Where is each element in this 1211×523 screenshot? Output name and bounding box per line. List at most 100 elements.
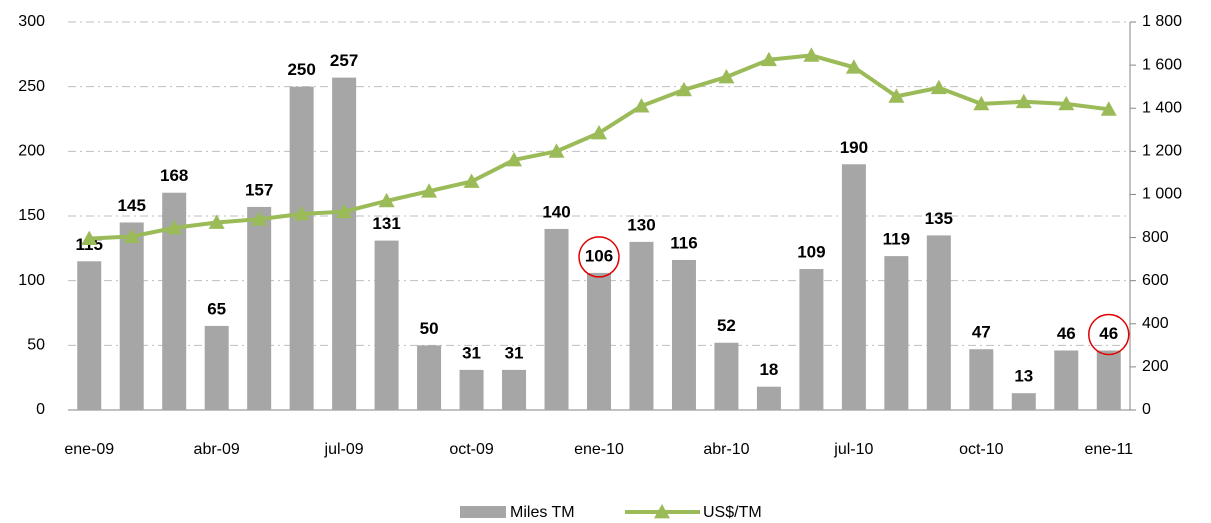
data-label: 190 bbox=[840, 138, 868, 157]
x-tick-label: oct-09 bbox=[449, 441, 494, 458]
data-label: 168 bbox=[160, 166, 188, 185]
data-label: 116 bbox=[670, 233, 697, 252]
data-label: 31 bbox=[462, 343, 481, 362]
data-label: 157 bbox=[245, 180, 273, 199]
data-label: 135 bbox=[925, 209, 953, 228]
y2-tick-label: 0 bbox=[1142, 401, 1151, 418]
data-label: 46 bbox=[1057, 324, 1076, 343]
y2-tick-label: 1 800 bbox=[1142, 13, 1182, 30]
bar bbox=[1054, 350, 1079, 410]
line-marker bbox=[1015, 93, 1032, 109]
line-marker bbox=[123, 228, 140, 243]
line-marker bbox=[591, 125, 607, 140]
line-marker bbox=[548, 143, 565, 158]
bar bbox=[714, 342, 739, 410]
highlight-circle bbox=[1088, 313, 1130, 356]
line-marker bbox=[1100, 101, 1117, 116]
bar bbox=[756, 386, 781, 410]
data-label: 52 bbox=[717, 316, 736, 335]
data-label: 13 bbox=[1014, 367, 1033, 386]
x-tick-label: abr-09 bbox=[194, 441, 240, 458]
bar bbox=[417, 345, 442, 410]
bar bbox=[289, 86, 314, 411]
y2-tick-label: 800 bbox=[1142, 229, 1169, 246]
legend-marker bbox=[654, 504, 670, 519]
legend-label: US$/TM bbox=[703, 504, 762, 521]
bar bbox=[502, 369, 527, 410]
line-marker bbox=[760, 51, 777, 67]
line-marker bbox=[803, 47, 820, 62]
data-label: 257 bbox=[330, 51, 358, 70]
data-label: 65 bbox=[207, 299, 226, 318]
line-marker bbox=[421, 183, 438, 198]
data-label: 250 bbox=[287, 60, 315, 79]
x-tick-label: ene-09 bbox=[64, 441, 114, 458]
bar bbox=[374, 240, 399, 410]
bar bbox=[1096, 350, 1121, 410]
data-label: 50 bbox=[420, 319, 439, 338]
line-marker bbox=[973, 95, 990, 111]
y-tick-label: 50 bbox=[27, 337, 45, 354]
y-tick-label: 300 bbox=[18, 13, 45, 30]
y-tick-label: 200 bbox=[18, 143, 45, 160]
y2-tick-label: 1 000 bbox=[1142, 186, 1182, 203]
y2-tick-label: 1 600 bbox=[1142, 56, 1182, 73]
line-marker bbox=[463, 173, 480, 188]
line-marker bbox=[251, 211, 268, 226]
x-tick-label: abr-10 bbox=[703, 441, 749, 458]
data-label: 140 bbox=[542, 202, 570, 221]
line-marker bbox=[336, 203, 353, 219]
y2-tick-label: 200 bbox=[1142, 358, 1169, 375]
bar bbox=[841, 164, 866, 410]
bar bbox=[671, 259, 696, 410]
bar bbox=[247, 206, 272, 410]
data-label: 31 bbox=[505, 343, 524, 362]
line-marker bbox=[633, 98, 650, 113]
line-marker bbox=[81, 230, 98, 246]
y2-tick-label: 1 200 bbox=[1142, 143, 1182, 160]
bar bbox=[629, 241, 654, 410]
y2-tick-label: 600 bbox=[1142, 272, 1169, 289]
legend-swatch bbox=[460, 506, 506, 518]
data-label: 145 bbox=[118, 196, 146, 215]
x-tick-label: jul-10 bbox=[833, 441, 873, 458]
line-marker bbox=[166, 219, 183, 235]
bar bbox=[544, 228, 569, 410]
line-marker bbox=[293, 205, 310, 221]
bar bbox=[119, 222, 144, 410]
y2-tick-label: 1 400 bbox=[1142, 99, 1182, 116]
y-tick-label: 0 bbox=[36, 401, 45, 418]
line-marker bbox=[506, 151, 523, 167]
data-label: 106 bbox=[585, 246, 613, 265]
x-tick-label: jul-09 bbox=[324, 441, 364, 458]
bar bbox=[884, 256, 909, 410]
bar bbox=[204, 325, 229, 410]
legend-label: Miles TM bbox=[510, 504, 575, 521]
line-marker bbox=[1058, 95, 1075, 111]
data-label: 131 bbox=[372, 214, 400, 233]
data-label: 119 bbox=[883, 230, 910, 249]
data-label: 130 bbox=[627, 215, 655, 234]
line-marker bbox=[208, 214, 225, 229]
line-marker bbox=[378, 192, 395, 208]
data-label: 18 bbox=[759, 360, 778, 379]
line-marker bbox=[845, 59, 862, 74]
bar bbox=[926, 235, 951, 410]
line bbox=[89, 53, 1110, 241]
y-tick-label: 250 bbox=[18, 78, 45, 95]
bar bbox=[77, 261, 102, 410]
bar bbox=[332, 77, 357, 410]
bar bbox=[587, 272, 611, 410]
line-marker bbox=[888, 88, 905, 103]
bar bbox=[969, 349, 994, 410]
line-marker bbox=[930, 79, 947, 95]
y-tick-label: 150 bbox=[18, 207, 45, 224]
bar bbox=[459, 369, 484, 410]
x-tick-label: ene-10 bbox=[574, 441, 624, 458]
x-tick-label: ene-11 bbox=[1084, 441, 1133, 458]
data-label: 109 bbox=[797, 243, 825, 262]
bar bbox=[1011, 393, 1036, 410]
data-label: 46 bbox=[1099, 324, 1118, 343]
bar bbox=[799, 269, 824, 410]
